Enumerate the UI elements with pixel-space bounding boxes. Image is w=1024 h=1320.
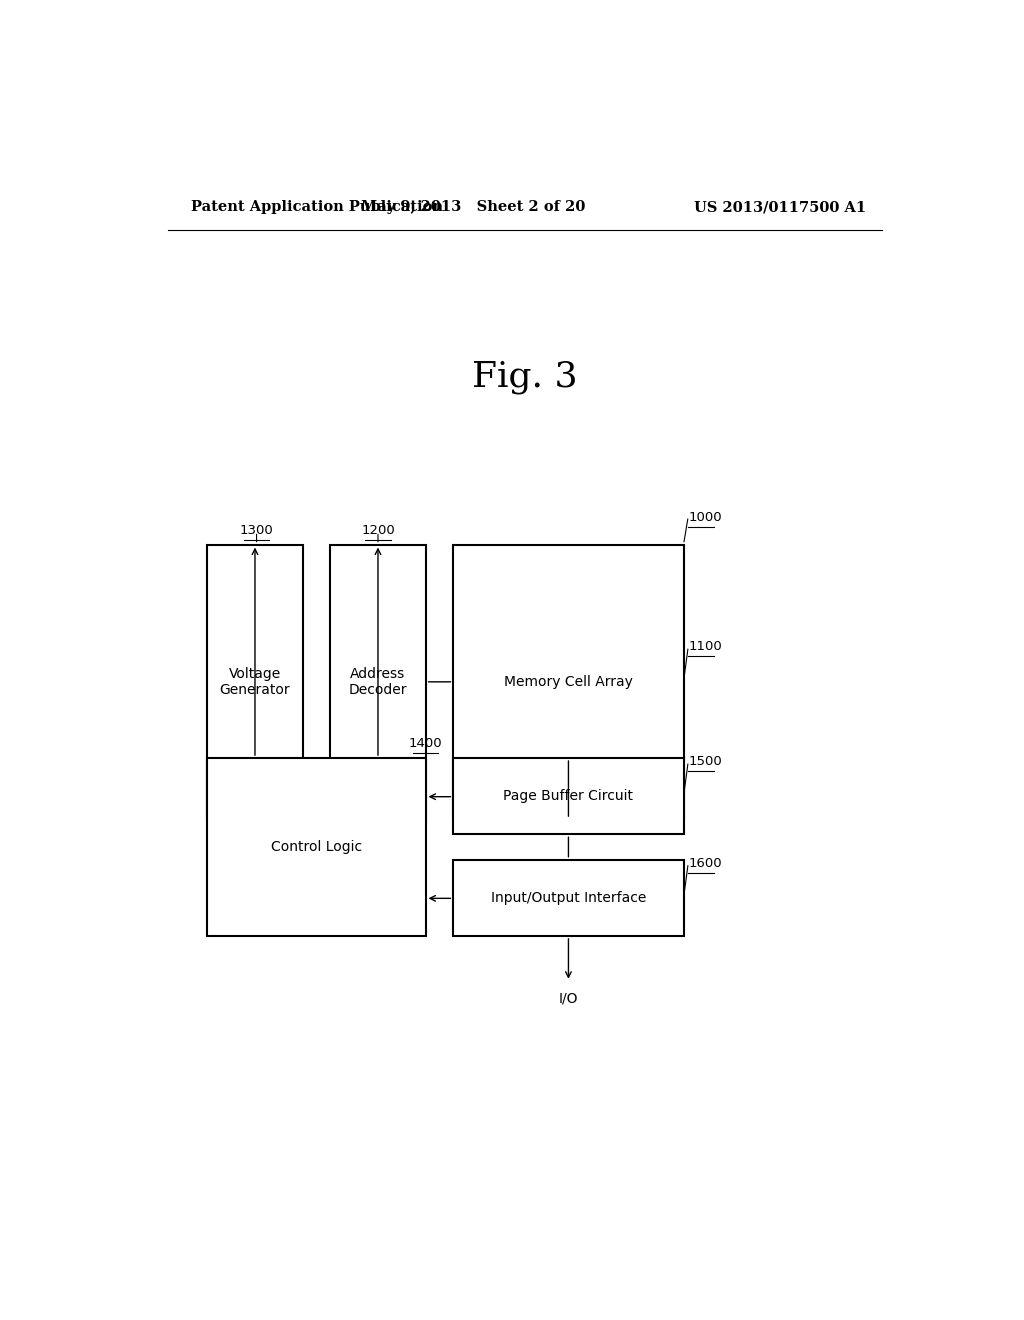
Text: US 2013/0117500 A1: US 2013/0117500 A1 (694, 201, 866, 214)
Text: Control Logic: Control Logic (271, 840, 362, 854)
Text: 1200: 1200 (361, 524, 395, 536)
Text: 1400: 1400 (409, 737, 442, 750)
Text: 1500: 1500 (688, 755, 722, 768)
Text: Patent Application Publication: Patent Application Publication (191, 201, 443, 214)
Bar (331, 545, 426, 818)
Bar (454, 859, 684, 936)
Text: Page Buffer Circuit: Page Buffer Circuit (504, 789, 634, 803)
Bar (207, 545, 303, 818)
Text: Voltage
Generator: Voltage Generator (220, 667, 290, 697)
Text: 1600: 1600 (688, 857, 722, 870)
Text: Memory Cell Array: Memory Cell Array (504, 675, 633, 689)
Text: 1300: 1300 (240, 524, 273, 536)
Text: 1100: 1100 (688, 640, 722, 653)
Text: Address
Decoder: Address Decoder (349, 667, 408, 697)
Text: Input/Output Interface: Input/Output Interface (490, 891, 646, 904)
Bar (454, 545, 684, 818)
Text: I/O: I/O (559, 991, 579, 1006)
Text: Fig. 3: Fig. 3 (472, 360, 578, 393)
Bar (207, 758, 426, 936)
Text: 1000: 1000 (688, 511, 722, 524)
Text: May 9, 2013   Sheet 2 of 20: May 9, 2013 Sheet 2 of 20 (361, 201, 586, 214)
Bar (454, 758, 684, 834)
